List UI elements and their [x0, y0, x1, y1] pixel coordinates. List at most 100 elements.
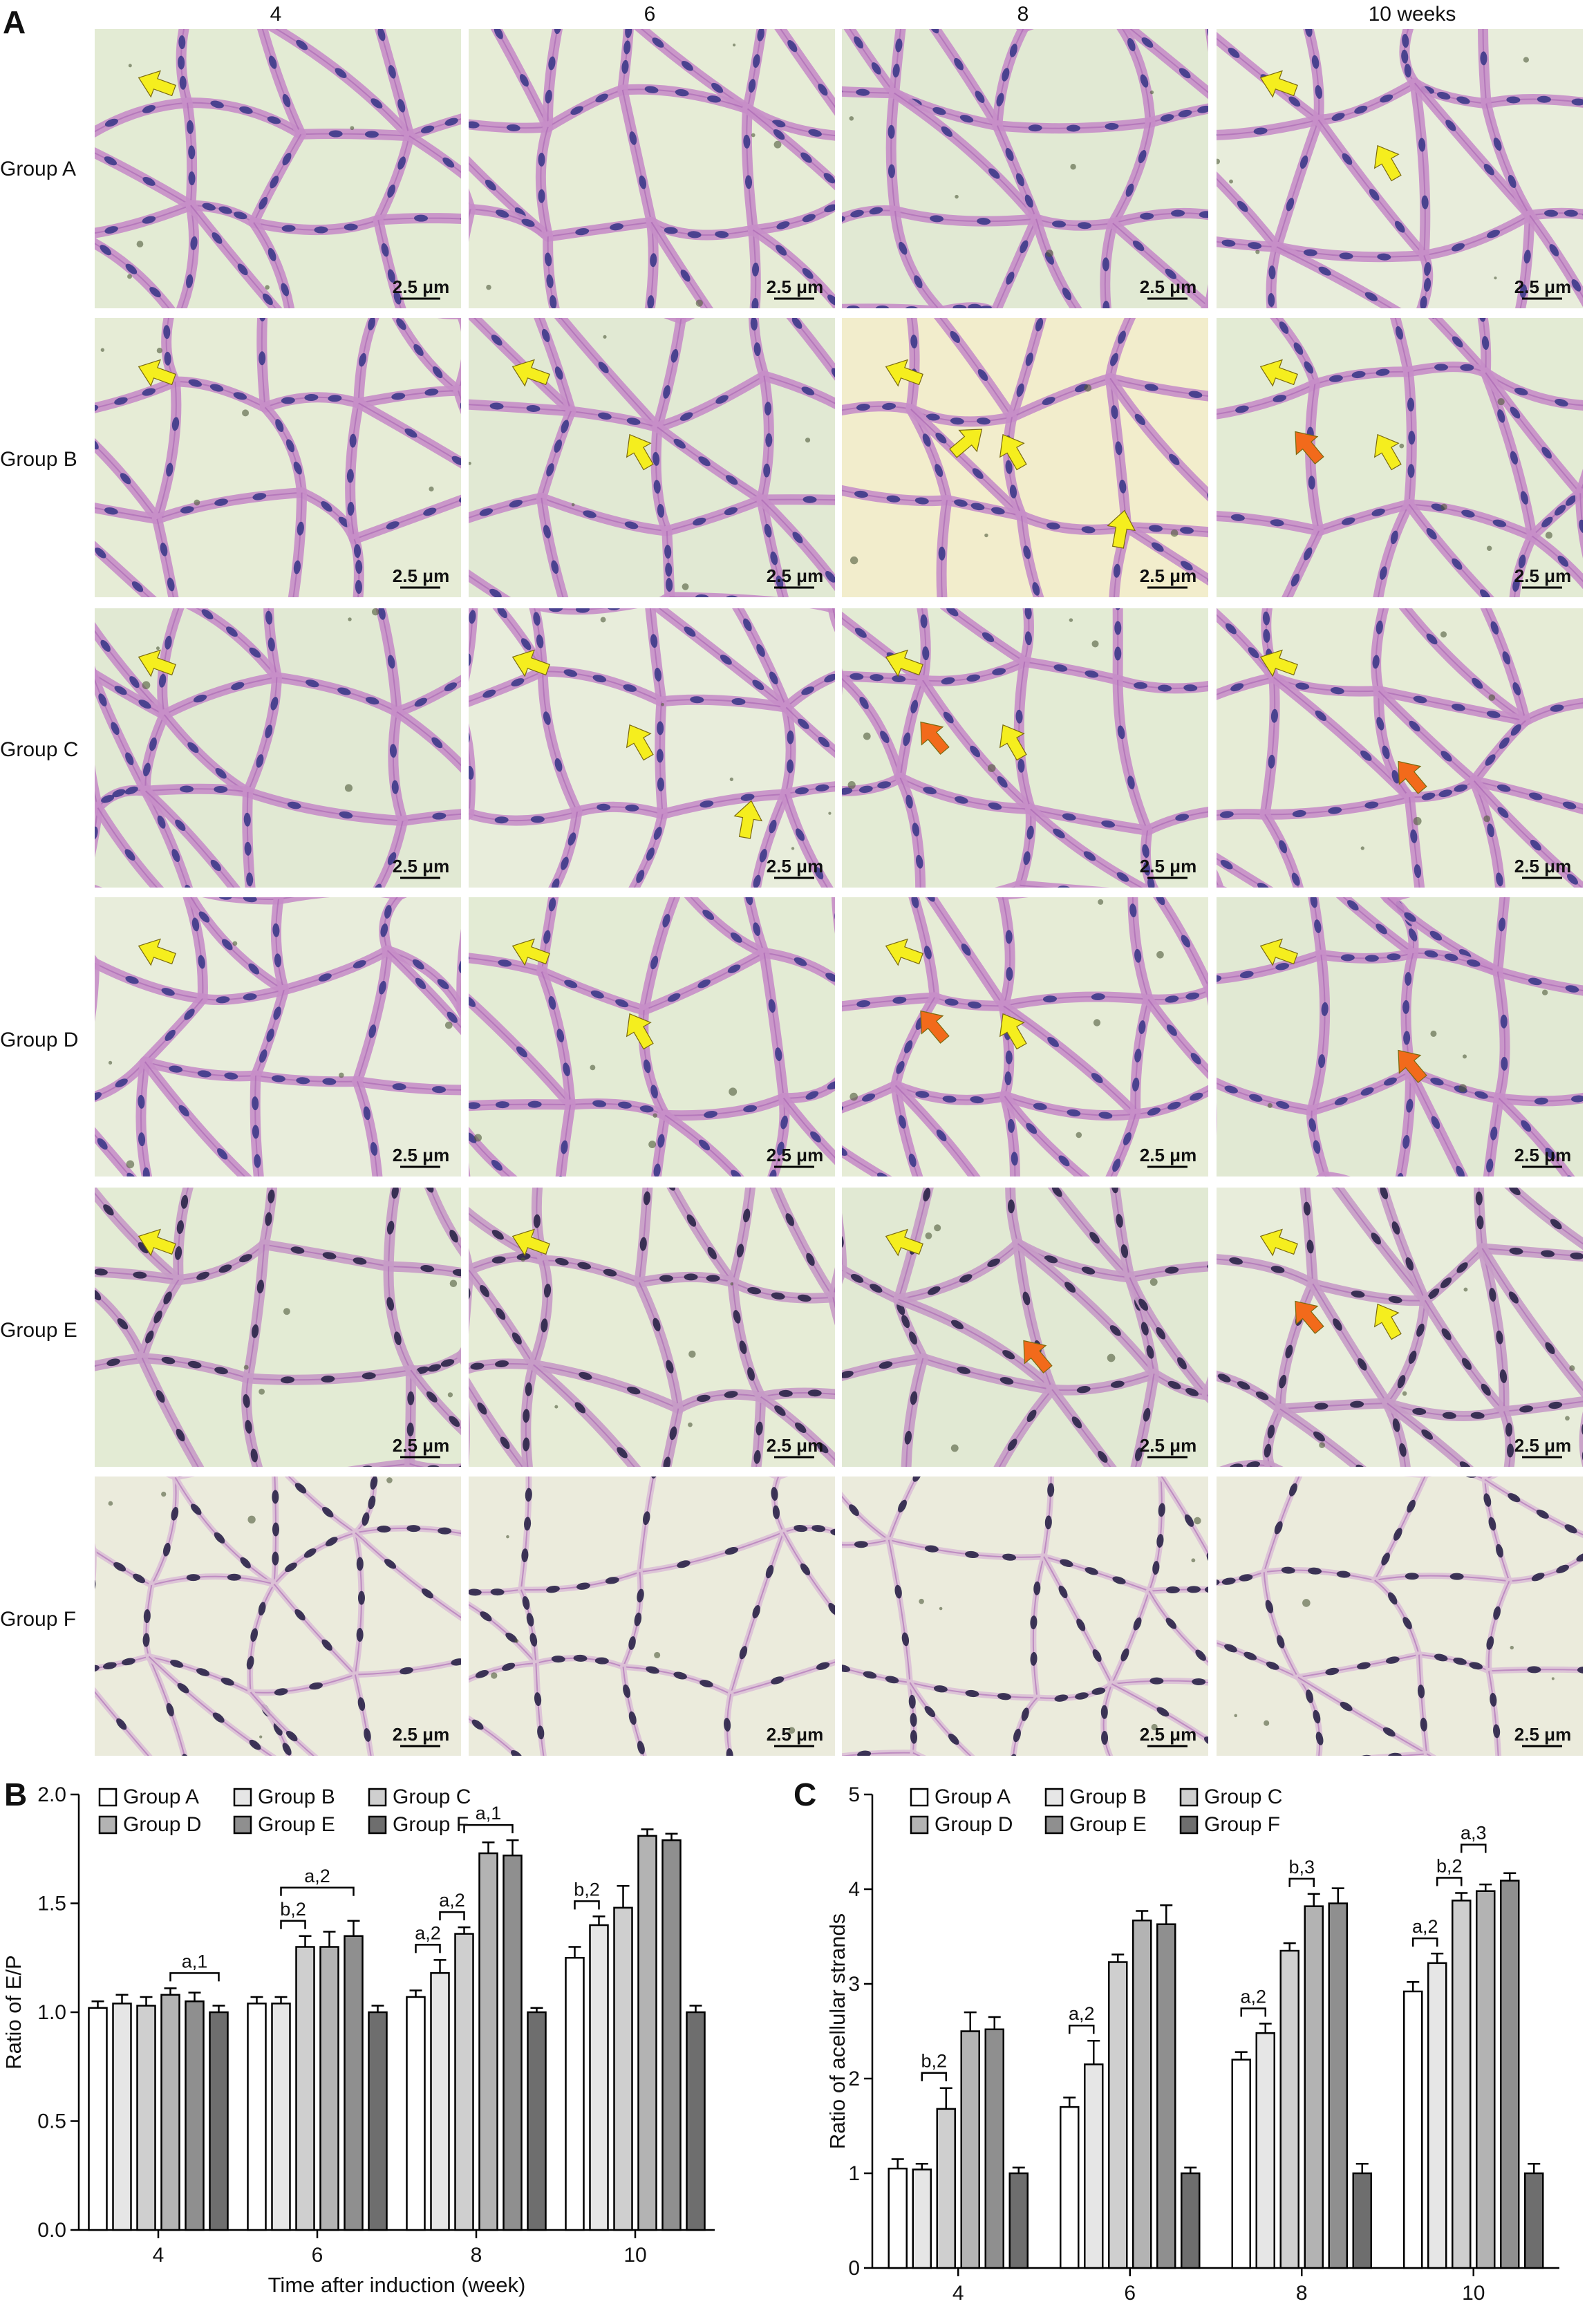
legend-label: Group F: [393, 1813, 469, 1836]
scale-bar-label: 2.5 μm: [1514, 1435, 1571, 1456]
bar: [185, 2000, 205, 2231]
scale-bar: 2.5 μm: [1514, 565, 1571, 589]
bar: [454, 1933, 474, 2231]
scale-bar: 2.5 μm: [1140, 276, 1196, 300]
micrograph-image: 2.5 μm: [1217, 897, 1583, 1177]
micrograph-image: 2.5 μm: [1217, 29, 1583, 308]
bar: [1328, 1902, 1348, 2269]
bar: [1156, 1923, 1176, 2269]
micrograph-image: 2.5 μm: [842, 318, 1208, 597]
bar: [686, 2011, 706, 2231]
micrograph-image: 2.5 μm: [842, 29, 1208, 308]
bar: [1108, 1961, 1128, 2269]
micrograph-image: 2.5 μm: [842, 1188, 1208, 1467]
legend-label: Group D: [935, 1813, 1013, 1836]
bar: [136, 2005, 156, 2231]
scale-bar-label: 2.5 μm: [767, 276, 823, 297]
significance-label: b,2: [1436, 1855, 1463, 1876]
scale-bar-label: 2.5 μm: [1514, 1145, 1571, 1165]
scale-bar: 2.5 μm: [1140, 856, 1196, 879]
scale-bar: 2.5 μm: [1514, 1724, 1571, 1747]
scale-bar: 2.5 μm: [393, 565, 449, 589]
micrograph-image: 2.5 μm: [469, 29, 835, 308]
legend-swatch: [910, 1815, 929, 1835]
column-header-8: 8: [1017, 3, 1029, 26]
yellow-arrow-icon: [885, 1228, 923, 1257]
bar: [209, 2011, 229, 2231]
legend-label: Group B: [1069, 1785, 1147, 1808]
bar: [406, 1996, 426, 2231]
bar: [319, 1946, 339, 2231]
scale-bar-label: 2.5 μm: [1514, 276, 1571, 297]
significance-label: a,2: [304, 1866, 330, 1886]
significance-bracket: [415, 1944, 441, 1953]
x-tick-label: 10: [623, 2244, 646, 2267]
micrograph-image: 2.5 μm: [842, 1477, 1208, 1756]
scale-bar-label: 2.5 μm: [1140, 565, 1196, 586]
micrograph-image: 2.5 μm: [469, 897, 835, 1177]
significance-label: a,2: [1412, 1916, 1438, 1937]
significance-bracket: [1412, 1937, 1438, 1947]
scale-bar: 2.5 μm: [1140, 1435, 1196, 1459]
y-axis-title: Ratio of acellular strands: [825, 1913, 849, 2149]
y-tick-label: 2.0: [37, 1783, 66, 1806]
micrograph-image: 2.5 μm: [95, 897, 461, 1177]
bar: [1524, 2172, 1544, 2269]
significance-label: a,1: [476, 1803, 502, 1824]
yellow-arrow-icon: [1373, 144, 1402, 182]
scale-bar: 2.5 μm: [767, 276, 823, 300]
legend-label: Group E: [258, 1813, 335, 1836]
orange-arrow-icon: [1398, 1049, 1427, 1083]
scale-bar: 2.5 μm: [767, 1724, 823, 1747]
significance-bracket: [1288, 1877, 1315, 1887]
bar: [112, 2003, 132, 2231]
yellow-arrow-icon: [999, 724, 1027, 761]
scale-bar-label: 2.5 μm: [393, 1435, 449, 1456]
bar: [430, 1972, 450, 2231]
bar: [1476, 1890, 1496, 2269]
legend-swatch: [233, 1788, 252, 1807]
x-tick-label: 8: [471, 2244, 482, 2267]
column-headers: 4 6 8 10 weeks: [270, 3, 1456, 26]
y-axis-title: Ratio of E/P: [1, 1955, 26, 2069]
yellow-arrow-icon: [1259, 938, 1298, 966]
bar: [160, 1994, 180, 2231]
bar: [1132, 1919, 1152, 2269]
y-tick-label: 0: [848, 2257, 860, 2280]
scale-bar: 2.5 μm: [393, 1145, 449, 1168]
scale-bar-label: 2.5 μm: [767, 856, 823, 877]
scale-bar-label: 2.5 μm: [1140, 1435, 1196, 1456]
orange-arrow-icon: [920, 1010, 950, 1044]
y-tick-label: 1: [848, 2162, 860, 2185]
legend-label: Group D: [123, 1813, 201, 1836]
yellow-arrow-icon: [1259, 1228, 1298, 1257]
yellow-arrow-icon: [511, 359, 550, 387]
micrograph-image: 2.5 μm: [842, 897, 1208, 1177]
bar: [1181, 2172, 1201, 2269]
yellow-arrow-icon: [138, 938, 176, 966]
micrograph-image: 2.5 μm: [95, 1188, 461, 1467]
micrograph-image: 2.5 μm: [1217, 1477, 1583, 1756]
scale-bar: 2.5 μm: [767, 565, 823, 589]
yellow-arrow-icon: [138, 1228, 176, 1257]
panel-a-letter: A: [3, 4, 26, 40]
scale-bar: 2.5 μm: [1514, 276, 1571, 300]
legend-swatch: [1179, 1788, 1199, 1807]
legend-swatch: [1044, 1815, 1064, 1835]
significance-bracket: [574, 1900, 600, 1910]
scale-bar-label: 2.5 μm: [1140, 1724, 1196, 1745]
micrograph-image: 2.5 μm: [469, 1477, 835, 1756]
significance-bracket: [1461, 1844, 1487, 1853]
scale-bar: 2.5 μm: [767, 856, 823, 879]
yellow-arrow-icon: [1259, 70, 1298, 98]
y-tick-label: 0.5: [37, 2110, 66, 2133]
scale-bar: 2.5 μm: [393, 1435, 449, 1459]
micrograph-image: 2.5 μm: [1217, 1188, 1583, 1467]
yellow-arrow-icon: [626, 1013, 654, 1050]
bar: [661, 1839, 682, 2231]
row-header-group-a: Group A: [0, 158, 76, 180]
significance-label: a,1: [182, 1951, 208, 1971]
yellow-arrow-icon: [885, 649, 923, 677]
y-tick-label: 4: [848, 1878, 860, 1901]
